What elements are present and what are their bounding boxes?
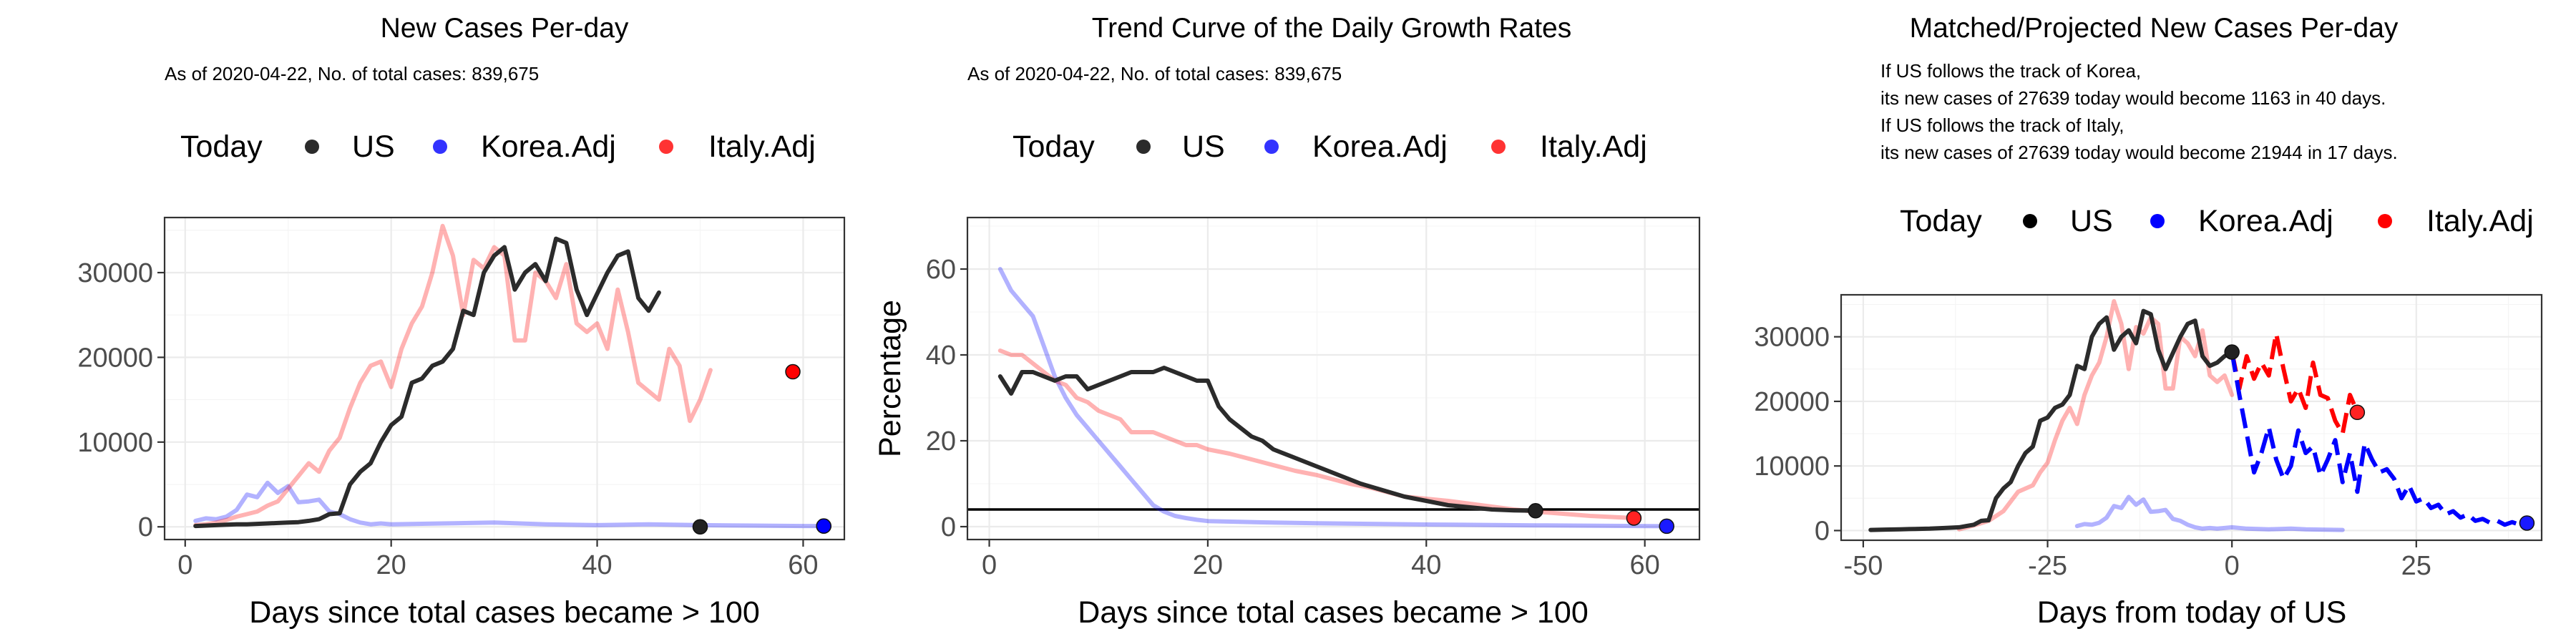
chart-3-title: Matched/Projected New Cases Per-day [1910,13,2399,44]
chart-1: New Cases Per-day As of 2020-04-22, No. … [77,13,846,630]
y-tick-label: 60 [926,255,956,285]
series-line-korea-adj [997,267,1669,529]
legend-label-korea: Korea.Adj [1312,130,1448,164]
x-tick-label: 25 [2401,551,2431,581]
chart-2-subtitle: As of 2020-04-22, No. of total cases: 83… [967,63,1342,84]
end-point-italy-adj [2349,404,2366,421]
end-point-korea-adj [1659,518,1674,535]
legend-title: Today [180,130,263,164]
chart-2-gridlines [967,218,1699,540]
chart-1-title: New Cases Per-day [381,13,629,44]
chart-2-panel-border [966,216,1701,541]
x-tick-label: 20 [376,550,406,580]
legend-label-us: US [352,130,395,164]
series-line-italy-adj-projected [2230,331,2360,436]
chart-2-y-axis-title: Percentage [873,300,907,457]
y-tick-label: 10000 [1754,452,1830,482]
x-tick-label: 60 [1630,550,1660,580]
end-point-us [692,519,708,535]
chart-2-axes: 0 20 40 60 0 20 40 60 [926,255,1660,580]
legend-label-us: US [2070,204,2113,238]
y-tick-label: 20000 [77,343,153,373]
annotation-line-3: If US follows the track of Italy, [1880,114,2124,136]
series-line-us [193,236,661,529]
x-tick-label: 40 [1411,550,1441,580]
end-point-korea-adj [2519,515,2535,531]
y-tick-label: 20000 [1754,387,1830,417]
y-tick-label: 0 [941,512,956,542]
y-tick-label: 30000 [1754,323,1830,353]
end-point-italy-adj [1626,510,1642,526]
plot-background [967,218,1699,540]
series-line-italy-adj-history [1956,299,2235,532]
chart-2-legend: Today US Korea.Adj Italy.Adj [1013,130,1647,164]
chart-3-annotations: If US follows the track of Korea, its ne… [1880,60,2398,163]
end-point-us [2224,344,2240,360]
legend-key-us [305,140,319,154]
series-line-italy-adj [193,223,713,527]
series-line-italy-adj [997,348,1636,520]
legend-label-korea: Korea.Adj [481,130,616,164]
series-line-korea-adj-projected [2230,351,2528,527]
chart-1-x-axis-title: Days since total cases became > 100 [249,595,759,630]
series-line-us [997,366,1538,513]
x-tick-label: 20 [1193,550,1223,580]
chart-3-panel-border [1840,293,2543,542]
annotation-line-2: its new cases of 27639 today would becom… [1880,87,2386,109]
annotation-line-4: its new cases of 27639 today would becom… [1880,142,2398,163]
chart-2-x-axis-title: Days since total cases became > 100 [1078,595,1588,630]
x-tick-label: 40 [582,550,612,580]
legend-label-us: US [1182,130,1225,164]
x-tick-label: -25 [2028,551,2067,581]
chart-3: Matched/Projected New Cases Per-day If U… [1754,13,2543,630]
plot-background [1841,295,2542,540]
y-tick-label: 0 [138,512,153,542]
y-tick-label: 0 [1815,516,1830,546]
chart-2-series [967,267,1699,535]
chart-1-subtitle: As of 2020-04-22, No. of total cases: 83… [165,63,539,84]
legend-title: Today [1013,130,1095,164]
chart-1-panel-border [163,216,846,541]
annotation-line-1: If US follows the track of Korea, [1880,60,2141,82]
chart-3-series [1868,299,2535,532]
legend-label-italy: Italy.Adj [708,130,816,164]
legend-key-us [1136,140,1151,154]
chart-2-title: Trend Curve of the Daily Growth Rates [1092,13,1571,44]
chart-3-axes: -50 -25 0 25 0 10000 20000 30000 [1754,323,2431,581]
x-tick-label: 0 [982,550,997,580]
legend-label-italy: Italy.Adj [1540,130,1647,164]
chart-3-x-axis-title: Days from today of US [2037,595,2347,630]
chart-2: Trend Curve of the Daily Growth Rates As… [873,13,1701,630]
y-tick-label: 40 [926,341,956,371]
x-tick-label: 0 [177,550,192,580]
legend-key-italy [1491,140,1506,154]
legend-title: Today [1900,204,1982,238]
y-tick-label: 20 [926,426,956,457]
legend-label-italy: Italy.Adj [2426,204,2534,238]
y-tick-label: 10000 [77,428,153,458]
chart-1-gridlines [165,218,844,540]
legend-key-korea [433,140,447,154]
x-tick-label: -50 [1843,551,1883,581]
chart-1-series [193,223,831,535]
series-line-korea-adj-history [2074,494,2345,532]
legend-key-us [2023,214,2037,228]
plot-background [165,218,844,540]
end-point-italy-adj-end [785,364,801,380]
x-tick-label: 0 [2225,551,2240,581]
series-line-us [1868,308,2235,532]
y-tick-label: 30000 [77,258,153,288]
legend-key-korea [2150,214,2165,228]
legend-key-italy [659,140,673,154]
chart-1-axes: 0 20 40 60 0 10000 20000 30000 [77,258,818,580]
legend-key-korea [1264,140,1279,154]
chart-1-legend: Today US Korea.Adj Italy.Adj [180,130,816,164]
legend-label-korea: Korea.Adj [2198,204,2333,238]
chart-3-legend: Today US Korea.Adj Italy.Adj [1900,204,2534,238]
end-point-us [1528,503,1543,519]
end-point-korea-adj-end [816,518,831,534]
legend-key-italy [2378,214,2392,228]
x-tick-label: 60 [788,550,818,580]
